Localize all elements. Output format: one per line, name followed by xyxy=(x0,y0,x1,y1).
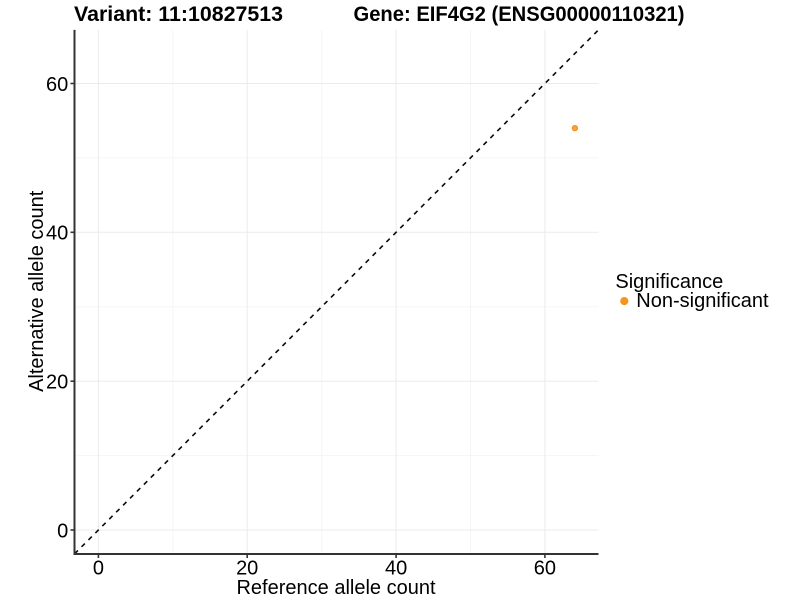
svg-text:20: 20 xyxy=(46,372,68,394)
svg-text:20: 20 xyxy=(236,558,258,580)
svg-text:Variant: 11:10827513: Variant: 11:10827513 xyxy=(74,3,283,26)
svg-text:Non-significant: Non-significant xyxy=(636,290,769,312)
svg-text:Gene: EIF4G2 (ENSG00000110321): Gene: EIF4G2 (ENSG00000110321) xyxy=(354,3,685,26)
svg-text:40: 40 xyxy=(385,558,407,580)
svg-text:40: 40 xyxy=(46,223,68,245)
svg-text:60: 60 xyxy=(46,74,68,96)
svg-text:Alternative allele count: Alternative allele count xyxy=(26,190,48,392)
svg-text:Significance: Significance xyxy=(615,271,723,293)
svg-text:0: 0 xyxy=(93,558,104,580)
svg-text:0: 0 xyxy=(57,520,68,542)
svg-text:60: 60 xyxy=(534,558,556,580)
svg-text:Reference allele count: Reference allele count xyxy=(236,577,435,599)
